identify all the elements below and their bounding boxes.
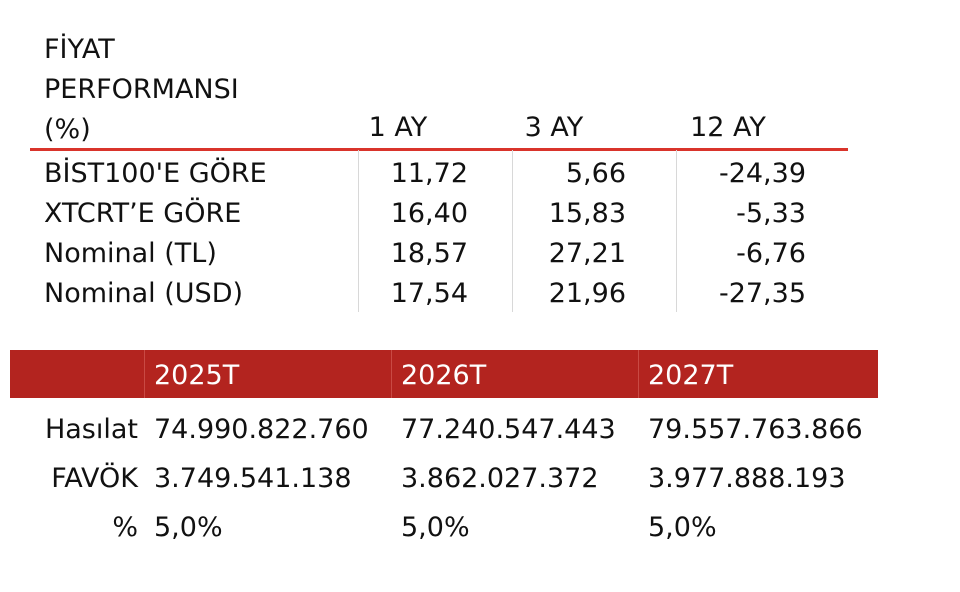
forecast-row-margin: % 5,0% 5,0% 5,0% <box>10 508 878 548</box>
performance-row: XTCRT’E GÖRE 16,40 15,83 -5,33 <box>44 194 844 234</box>
value-2026: 3.862.027.372 <box>401 463 599 494</box>
header-separator <box>638 350 639 398</box>
column-divider <box>358 150 359 312</box>
performance-title-line-1: FİYAT <box>44 34 115 65</box>
value-2025: 3.749.541.138 <box>154 463 352 494</box>
row-label: XTCRT’E GÖRE <box>44 198 242 229</box>
value-12-month: -5,33 <box>736 198 806 229</box>
header-divider <box>30 148 848 151</box>
forecast-header-band <box>10 350 878 398</box>
header-3-month: 3 AY <box>524 112 584 143</box>
value-2026: 5,0% <box>401 512 470 543</box>
year-header-2026: 2026T <box>401 360 487 391</box>
value-2027: 5,0% <box>648 512 717 543</box>
performance-row: BİST100'E GÖRE 11,72 5,66 -24,39 <box>44 154 844 194</box>
row-label: Hasılat <box>44 414 138 445</box>
value-2026: 77.240.547.443 <box>401 414 616 445</box>
header-separator <box>391 350 392 398</box>
row-label: BİST100'E GÖRE <box>44 158 267 189</box>
value-3-month: 21,96 <box>548 278 626 309</box>
value-2027: 79.557.763.866 <box>648 414 863 445</box>
value-12-month: -27,35 <box>718 278 806 309</box>
value-1-month: 16,40 <box>390 198 468 229</box>
performance-title-line-3: (%) <box>44 114 91 145</box>
column-divider <box>512 150 513 312</box>
year-header-2025: 2025T <box>154 360 240 391</box>
value-3-month: 5,66 <box>565 158 626 189</box>
forecast-row-revenue: Hasılat 74.990.822.760 77.240.547.443 79… <box>10 410 878 450</box>
value-2025: 5,0% <box>154 512 223 543</box>
value-12-month: -6,76 <box>736 238 806 269</box>
value-2027: 3.977.888.193 <box>648 463 846 494</box>
value-1-month: 11,72 <box>390 158 468 189</box>
performance-row: Nominal (TL) 18,57 27,21 -6,76 <box>44 234 844 274</box>
row-label: FAVÖK <box>51 463 138 494</box>
value-12-month: -24,39 <box>718 158 806 189</box>
row-label: Nominal (USD) <box>44 278 244 309</box>
performance-title: FİYAT PERFORMANSI (%) <box>44 30 239 150</box>
value-1-month: 17,54 <box>390 278 468 309</box>
value-3-month: 15,83 <box>548 198 626 229</box>
value-3-month: 27,21 <box>548 238 626 269</box>
column-divider <box>676 150 677 312</box>
forecast-row-ebitda: FAVÖK 3.749.541.138 3.862.027.372 3.977.… <box>10 459 878 499</box>
header-12-month: 12 AY <box>690 112 766 143</box>
row-label: % <box>112 512 138 543</box>
header-1-month: 1 AY <box>368 112 428 143</box>
value-1-month: 18,57 <box>390 238 468 269</box>
year-header-2027: 2027T <box>648 360 734 391</box>
value-2025: 74.990.822.760 <box>154 414 369 445</box>
header-separator <box>144 350 145 398</box>
performance-row: Nominal (USD) 17,54 21,96 -27,35 <box>44 274 844 314</box>
performance-title-line-2: PERFORMANSI <box>44 74 239 105</box>
row-label: Nominal (TL) <box>44 238 217 269</box>
